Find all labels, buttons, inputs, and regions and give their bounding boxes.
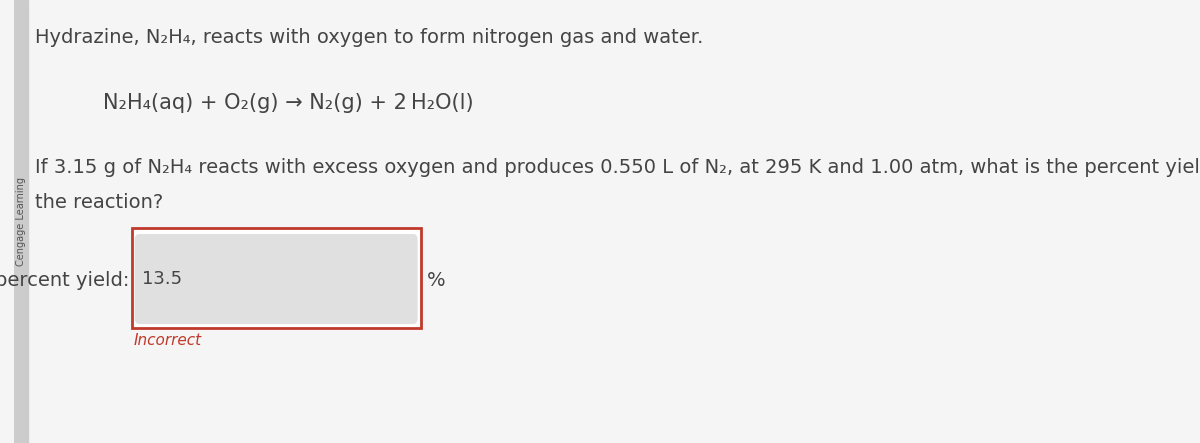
Text: N₂H₄(aq) + O₂(g) → N₂(g) + 2 H₂O(l): N₂H₄(aq) + O₂(g) → N₂(g) + 2 H₂O(l) [103, 93, 474, 113]
Text: Cengage Learning: Cengage Learning [16, 178, 26, 267]
FancyBboxPatch shape [132, 228, 421, 328]
FancyBboxPatch shape [134, 234, 418, 324]
Text: percent yield:: percent yield: [0, 271, 130, 289]
Text: Incorrect: Incorrect [134, 333, 202, 348]
Bar [14, 0, 28, 443]
Text: 13.5: 13.5 [142, 270, 182, 288]
Text: the reaction?: the reaction? [35, 193, 163, 212]
Text: If 3.15 g of N₂H₄ reacts with excess oxygen and produces 0.550 L of N₂, at 295 K: If 3.15 g of N₂H₄ reacts with excess oxy… [35, 158, 1200, 177]
Text: %: % [426, 271, 445, 289]
Text: Hydrazine, N₂H₄, reacts with oxygen to form nitrogen gas and water.: Hydrazine, N₂H₄, reacts with oxygen to f… [35, 28, 703, 47]
